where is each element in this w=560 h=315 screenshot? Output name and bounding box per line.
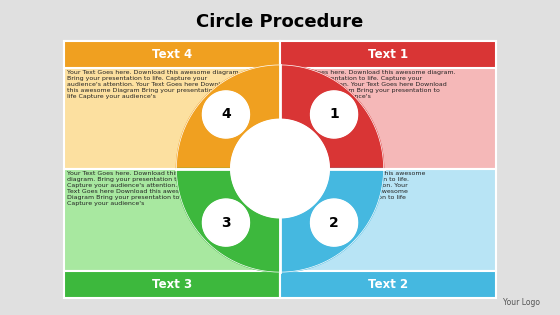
- Polygon shape: [176, 169, 280, 272]
- Bar: [280, 271, 496, 298]
- Polygon shape: [311, 199, 358, 246]
- Text: 1: 1: [329, 107, 339, 122]
- Bar: [64, 41, 280, 68]
- Polygon shape: [176, 65, 280, 169]
- Text: Your Text Goes here. Download this awesome diagram. Bring your presentation to l: Your Text Goes here. Download this aweso…: [0, 314, 1, 315]
- Text: Your Text Goes here. Download this awesome diagram. Bring your presentation to l: Your Text Goes here. Download this aweso…: [0, 314, 1, 315]
- Bar: [64, 271, 280, 298]
- Text: 4: 4: [221, 107, 231, 122]
- Text: Your Text Goes here. Download this awesome diagram. Bring your presentation to l: Your Text Goes here. Download this aweso…: [0, 314, 1, 315]
- Text: Circle Procedure: Circle Procedure: [197, 13, 363, 31]
- Polygon shape: [280, 65, 384, 169]
- Text: Text 2: Text 2: [0, 314, 1, 315]
- Bar: [280, 169, 496, 271]
- Polygon shape: [280, 169, 384, 272]
- Bar: [64, 169, 280, 271]
- Text: Your Text Goes here. Download this awesome diagram.
Bring your presentation to l: Your Text Goes here. Download this aweso…: [67, 70, 240, 99]
- Polygon shape: [231, 119, 329, 218]
- Text: Text 1: Text 1: [0, 314, 1, 315]
- Text: Your Text Goes here. Download this awesome diagram. Bring your presentation to l: Your Text Goes here. Download this aweso…: [0, 314, 1, 315]
- Bar: [64, 41, 280, 169]
- Text: Your Logo: Your Logo: [503, 298, 540, 307]
- Text: Text 1: Text 1: [368, 48, 408, 61]
- Text: Text 3: Text 3: [0, 314, 1, 315]
- Polygon shape: [203, 199, 249, 246]
- Text: Text 2: Text 2: [368, 278, 408, 291]
- Text: 3: 3: [221, 215, 231, 230]
- Bar: [280, 41, 496, 68]
- Bar: [280, 41, 496, 169]
- Text: Your Text Goes here. Download this awesome
diagram. Bring your presentation to l: Your Text Goes here. Download this aweso…: [67, 171, 210, 206]
- Text: Text 4: Text 4: [0, 314, 1, 315]
- Text: Your Text Goes here. Download this awesome
diagram. Bring your presentation to l: Your Text Goes here. Download this aweso…: [282, 171, 426, 206]
- Text: Text 4: Text 4: [152, 48, 192, 61]
- Text: Text 3: Text 3: [152, 278, 192, 291]
- Polygon shape: [203, 91, 249, 138]
- Text: Your Text Goes here. Download this awesome diagram.
Bring your presentation to l: Your Text Goes here. Download this aweso…: [282, 70, 456, 99]
- Polygon shape: [311, 91, 358, 138]
- Text: 2: 2: [329, 215, 339, 230]
